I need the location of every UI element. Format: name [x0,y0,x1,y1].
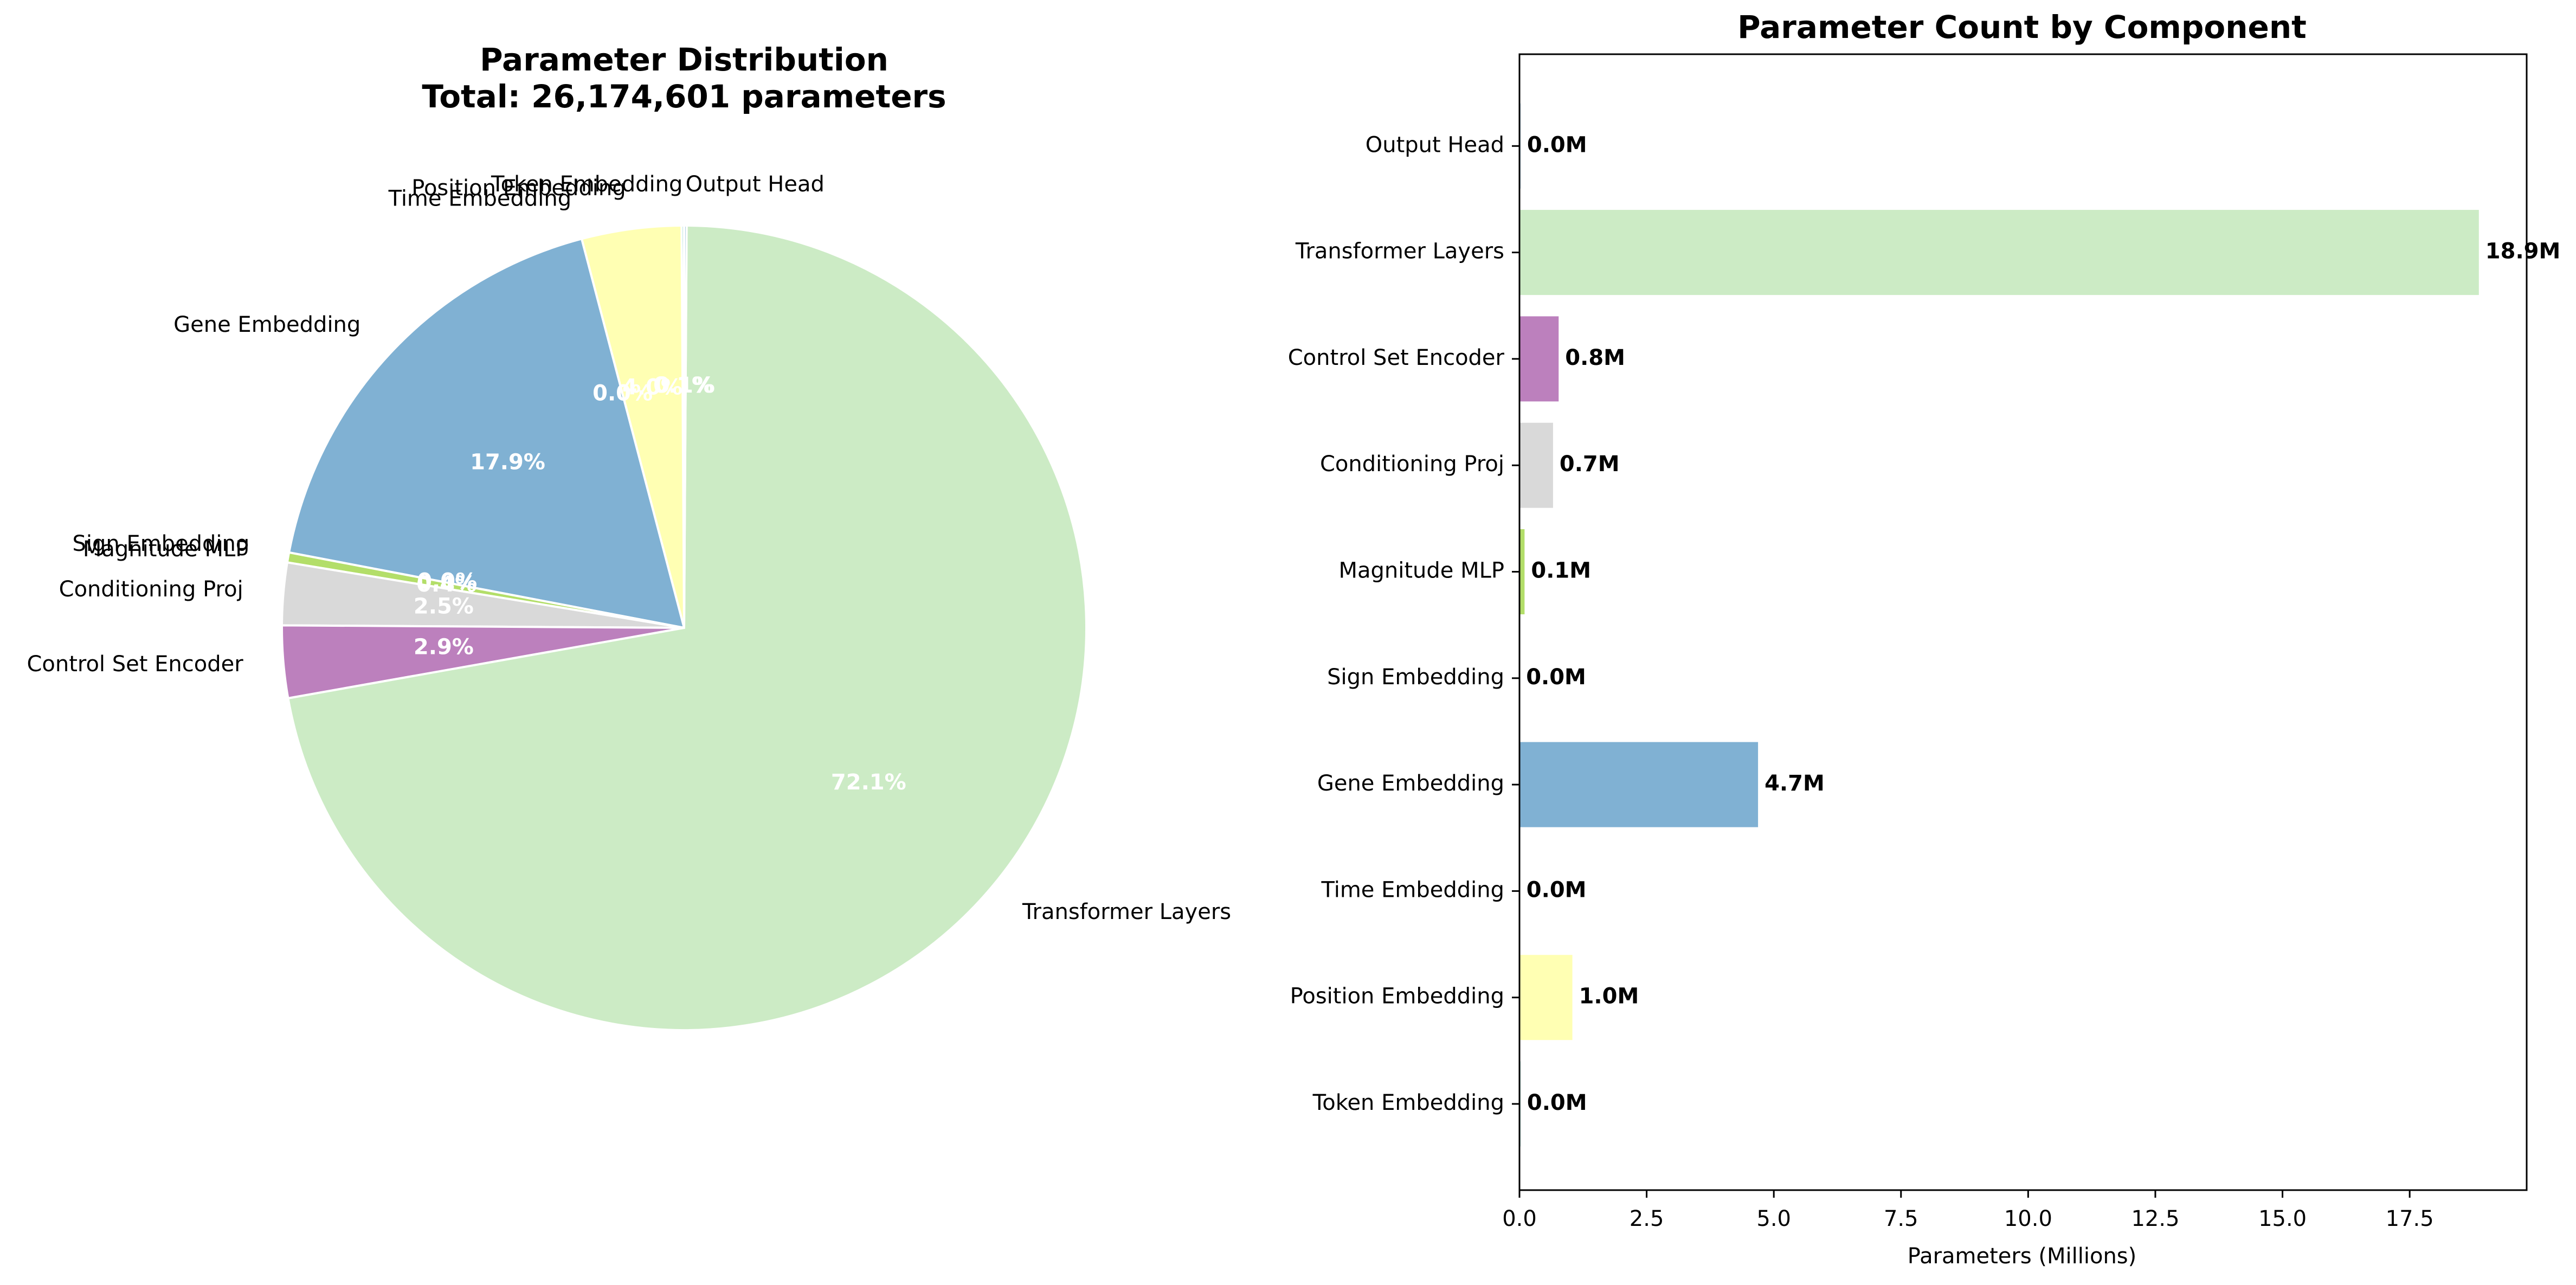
x-tick-label: 0.0 [1502,1206,1537,1231]
bar-value-label: 0.0M [1526,665,1586,690]
bar-value-label: 0.0M [1527,132,1587,157]
bar-chart-title: Parameter Count by Component [1737,9,2307,46]
x-tick-label: 2.5 [1630,1206,1664,1231]
bar-value-label: 1.0M [1579,984,1639,1009]
y-tick-label: Position Embedding [1290,984,1504,1009]
bar-axes: Token Embedding Position Embedding Time Em… [1288,53,2528,1231]
pie-category-label: Position Embedding [411,176,626,201]
pie-category-label: Transformer Layers [1022,900,1231,924]
y-tick-label: Time Embedding [1321,877,1504,902]
pie-chart-subtitle: Total: 26,174,601 parameters [422,78,946,115]
pie-percent-label: 0.0% [593,381,653,406]
bar [1519,742,1759,827]
pie-percent-label: 0.1% [655,373,715,398]
pie-percent-label: 0.4% [416,572,476,597]
pie-category-label: Output Head [686,172,825,197]
pie-percent-label: 0.0% [417,569,477,594]
pie-category-label: Token Embedding [491,172,682,197]
pie-percent-label: 0.1% [653,373,713,398]
bar-value-label: 4.7M [1764,771,1825,796]
y-tick-label: Token Embedding [1312,1090,1504,1115]
y-tick-label: Transformer Layers [1295,239,1504,264]
pie-slice [683,224,688,628]
pie-category-label: Conditioning Proj [59,577,243,602]
bar [1519,316,1559,402]
y-tick-label: Conditioning Proj [1320,452,1504,477]
bar-bars: 0.0M 1.0M 0.0M 4.7M 0.0M 0.1M 0.7M 0.8M 18.9M 0.0… [1519,103,2561,1147]
bar-value-label: 0.7M [1560,452,1620,477]
pie-chart-title: Parameter Distribution [480,41,888,78]
pie-percent-label: 17.9% [470,449,545,474]
y-tick-label: Control Set Encoder [1288,345,1505,370]
pie-chart-panel: Parameter Distribution Total: 26,174,601… [27,41,1231,1031]
pie-category-label: Time Embedding [388,187,571,211]
pie-slices [280,224,1087,1031]
pie-percent-label: 4.0% [622,375,682,400]
pie-slice [287,224,1087,1031]
y-tick-label: Gene Embedding [1317,771,1504,796]
x-tick-label: 10.0 [2004,1206,2052,1231]
bar [1519,422,1553,508]
bar [1519,529,1525,614]
x-tick-label: 17.5 [2386,1206,2434,1231]
bar-chart-panel: Parameter Count by Component 0.0M1.0M0.0… [1288,9,2561,1269]
bar-plot-frame [1518,53,2528,1191]
y-tick-label: Output Head [1366,132,1504,157]
pie-category-label: Gene Embedding [173,312,360,337]
pie-percent-label: 2.9% [414,635,474,660]
y-tick-label: Sign Embedding [1327,665,1504,690]
pie-category-label: Sign Embedding [72,531,249,556]
bar-value-label: 0.0M [1527,1090,1587,1115]
bar [1519,955,1573,1040]
bar [1519,210,2479,295]
pie-percent-label: 72.1% [831,770,906,795]
bar-value-label: 18.9M [2485,239,2561,264]
x-tick-label: 5.0 [1756,1206,1791,1231]
x-tick-label: 12.5 [2131,1206,2179,1231]
y-tick-label: Magnitude MLP [1338,558,1504,583]
x-tick-label: 15.0 [2258,1206,2307,1231]
bar-chart-xlabel: Parameters (Millions) [1908,1244,2137,1269]
pie-category-label: Magnitude MLP [83,537,249,562]
x-tick-label: 7.5 [1884,1206,1918,1231]
pie-percent-label: 2.5% [414,594,474,619]
bar-value-label: 0.8M [1565,345,1625,370]
bar-value-label: 0.0M [1527,877,1587,902]
pie-slice [287,237,686,629]
bar-value-label: 0.1M [1531,558,1591,583]
pie-labels: Token Embedding 0.1% Position Embedding 4.0… [27,172,1231,924]
pie-category-label: Control Set Encoder [27,652,243,677]
